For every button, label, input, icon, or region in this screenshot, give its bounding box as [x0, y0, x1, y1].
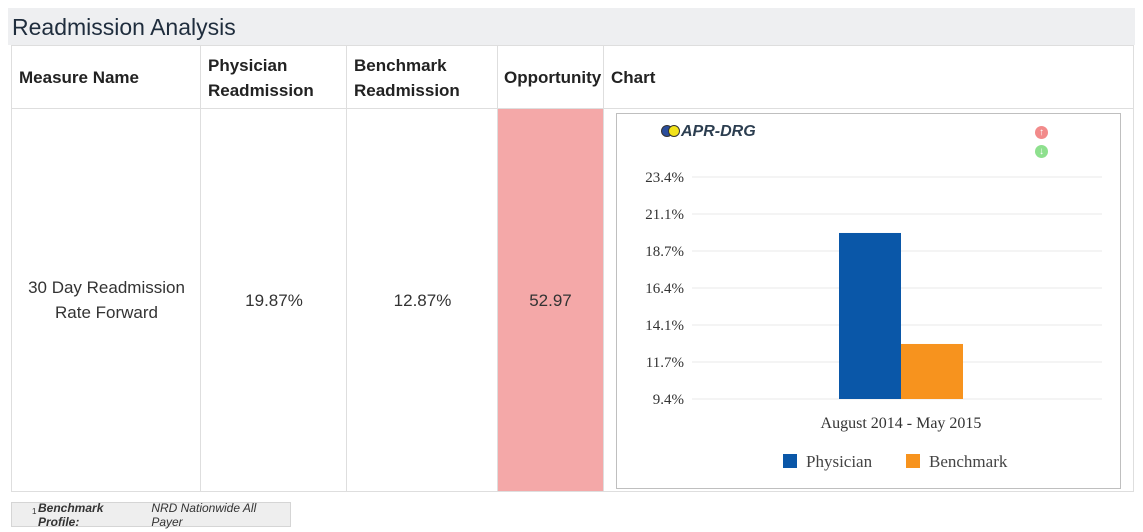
cell-physician-readmission: 19.87% [245, 290, 303, 310]
page-title: Readmission Analysis [12, 14, 236, 40]
cell-measure-name: 30 Day Readmission Rate Forward [28, 278, 185, 322]
header-physician-readmission: Physician Readmission [208, 55, 314, 100]
col-physician [201, 46, 347, 491]
y-tick-label: 9.4% [653, 392, 684, 408]
col-benchmark [347, 46, 498, 491]
y-tick-label: 11.7% [646, 355, 684, 371]
arrow-down-icon[interactable]: ↓ [1035, 145, 1048, 158]
chart-title: APR-DRG [681, 123, 756, 140]
legend-swatch-physician [783, 454, 797, 468]
header-row [12, 46, 1133, 109]
legend-swatch-benchmark [906, 454, 920, 468]
footnote-label: Benchmark Profile: [38, 500, 104, 529]
header-benchmark-readmission: Benchmark Readmission [354, 55, 460, 100]
header-opportunity: Opportunity [504, 68, 602, 87]
footnote-value: NRD Nationwide All Payer [151, 500, 257, 529]
arrow-up-icon[interactable]: ↑ [1035, 126, 1048, 139]
bar-physician[interactable] [839, 232, 901, 399]
bar-benchmark[interactable] [901, 343, 963, 399]
y-tick-label: 21.1% [645, 207, 684, 223]
y-tick-label: 16.4% [645, 281, 684, 297]
cell-opportunity: 52.97 [498, 109, 603, 491]
col-opportunity [498, 46, 604, 491]
y-tick-label: 18.7% [645, 244, 684, 260]
bar-chart: 23.4% 21.1% 18.7% 16.4% 14.1% 11.7% 9.4% August… [645, 170, 1102, 471]
legend-label-physician[interactable]: Physician [806, 452, 873, 471]
cell-benchmark-readmission: 12.87% [393, 290, 452, 310]
header-measure-name: Measure Name [19, 68, 140, 87]
footnote: 1 Benchmark Profile: NRD Nationwide All … [11, 500, 291, 529]
apr-drg-logo-icon [661, 125, 681, 139]
header-chart: Chart [611, 68, 656, 87]
y-tick-label: 23.4% [645, 170, 684, 186]
chart-panel: APR-DRG ↑ ↓ 23.4% 21.1% 18.7% 16.4% 14.1% 11.… [616, 113, 1121, 489]
y-tick-label: 14.1% [645, 318, 684, 334]
x-category-label: August 2014 - May 2015 [821, 415, 982, 432]
section-header: Readmission Analysis [8, 8, 1135, 45]
footnote-marker: 1 [32, 507, 37, 516]
col-measure [12, 46, 201, 491]
legend-label-benchmark[interactable]: Benchmark [929, 452, 1008, 471]
